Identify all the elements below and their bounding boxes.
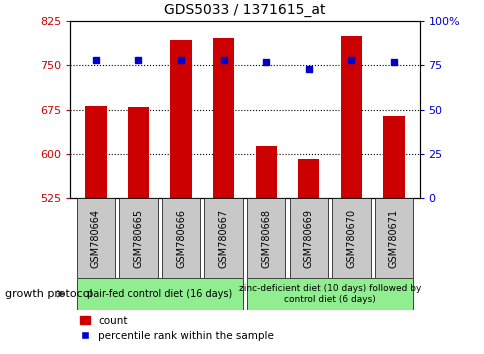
Text: GSM780668: GSM780668 bbox=[261, 209, 271, 268]
Bar bbox=[128, 107, 149, 198]
Text: GSM780664: GSM780664 bbox=[91, 209, 101, 268]
Bar bbox=[246, 198, 285, 278]
Bar bbox=[212, 38, 234, 198]
Text: GSM780667: GSM780667 bbox=[218, 209, 228, 268]
Legend: count, percentile rank within the sample: count, percentile rank within the sample bbox=[76, 312, 278, 345]
Bar bbox=[332, 198, 370, 278]
Text: GSM780669: GSM780669 bbox=[303, 209, 313, 268]
Bar bbox=[76, 198, 115, 278]
Text: GSM780665: GSM780665 bbox=[133, 209, 143, 268]
Bar bbox=[76, 278, 242, 310]
Bar bbox=[382, 116, 404, 198]
Bar bbox=[289, 198, 327, 278]
Bar bbox=[246, 278, 412, 310]
Text: GSM780670: GSM780670 bbox=[346, 209, 356, 268]
Bar bbox=[340, 36, 361, 198]
Bar bbox=[85, 105, 106, 198]
Text: GSM780666: GSM780666 bbox=[176, 209, 186, 268]
Title: GDS5033 / 1371615_at: GDS5033 / 1371615_at bbox=[164, 4, 325, 17]
Text: growth protocol: growth protocol bbox=[5, 289, 92, 299]
Bar bbox=[170, 40, 191, 198]
Text: GSM780671: GSM780671 bbox=[388, 209, 398, 268]
Text: pair-fed control diet (16 days): pair-fed control diet (16 days) bbox=[87, 289, 232, 299]
Text: zinc-deficient diet (10 days) followed by
control diet (6 days): zinc-deficient diet (10 days) followed b… bbox=[239, 284, 421, 303]
Bar bbox=[255, 146, 276, 198]
Bar bbox=[298, 159, 319, 198]
Bar bbox=[374, 198, 412, 278]
Bar bbox=[204, 198, 242, 278]
Bar bbox=[119, 198, 157, 278]
Bar bbox=[162, 198, 200, 278]
